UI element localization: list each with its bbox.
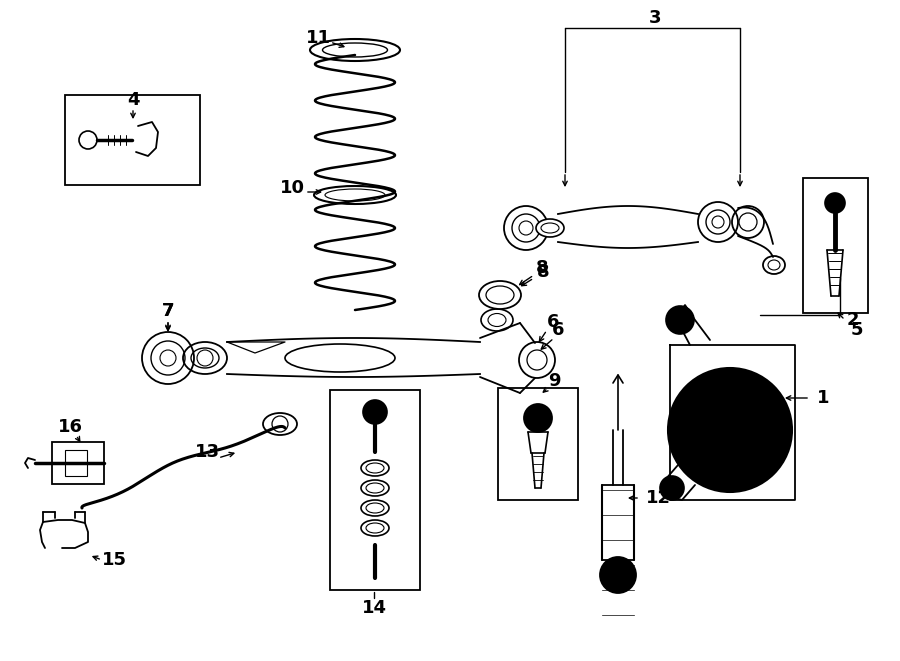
Text: 16: 16 — [58, 418, 83, 436]
Text: 7: 7 — [162, 302, 175, 320]
Circle shape — [684, 384, 776, 476]
Ellipse shape — [314, 186, 396, 204]
Ellipse shape — [488, 313, 506, 327]
Text: 1: 1 — [817, 389, 829, 407]
Text: 15: 15 — [102, 551, 127, 569]
Ellipse shape — [361, 480, 389, 496]
Ellipse shape — [183, 342, 227, 374]
Ellipse shape — [361, 460, 389, 476]
Ellipse shape — [191, 348, 219, 368]
Ellipse shape — [366, 503, 384, 513]
Ellipse shape — [541, 223, 559, 233]
Text: 8: 8 — [536, 259, 548, 277]
Ellipse shape — [366, 463, 384, 473]
Text: 10: 10 — [280, 179, 304, 197]
Text: 8: 8 — [536, 263, 549, 281]
Text: 7: 7 — [162, 302, 175, 320]
Circle shape — [600, 557, 636, 593]
Ellipse shape — [768, 260, 780, 270]
Ellipse shape — [481, 309, 513, 331]
Circle shape — [524, 404, 552, 432]
Circle shape — [668, 368, 792, 492]
Text: 6: 6 — [547, 313, 559, 331]
Ellipse shape — [322, 43, 388, 57]
Ellipse shape — [361, 500, 389, 516]
Ellipse shape — [325, 189, 385, 201]
Text: 4: 4 — [127, 91, 140, 109]
Ellipse shape — [310, 39, 400, 61]
Ellipse shape — [366, 483, 384, 493]
Bar — [498, 388, 578, 500]
Bar — [65, 450, 87, 476]
Ellipse shape — [263, 413, 297, 435]
Text: 3: 3 — [649, 9, 662, 27]
Text: 12: 12 — [645, 489, 670, 507]
Circle shape — [363, 400, 387, 424]
Bar — [52, 442, 104, 484]
Ellipse shape — [285, 344, 395, 372]
Ellipse shape — [486, 286, 514, 304]
Bar — [65, 95, 200, 185]
Circle shape — [666, 306, 694, 334]
Circle shape — [825, 193, 845, 213]
Text: 11: 11 — [305, 29, 330, 47]
Text: 6: 6 — [552, 321, 564, 339]
Circle shape — [660, 476, 684, 500]
Text: 14: 14 — [362, 599, 386, 617]
Bar — [330, 390, 420, 590]
Ellipse shape — [763, 256, 785, 274]
Text: 13: 13 — [194, 443, 220, 461]
Text: 5: 5 — [850, 321, 863, 339]
Ellipse shape — [361, 520, 389, 536]
Ellipse shape — [366, 523, 384, 533]
Ellipse shape — [536, 219, 564, 237]
Text: 2: 2 — [847, 311, 860, 329]
Bar — [803, 178, 868, 313]
Ellipse shape — [479, 281, 521, 309]
Text: 9: 9 — [548, 372, 560, 390]
